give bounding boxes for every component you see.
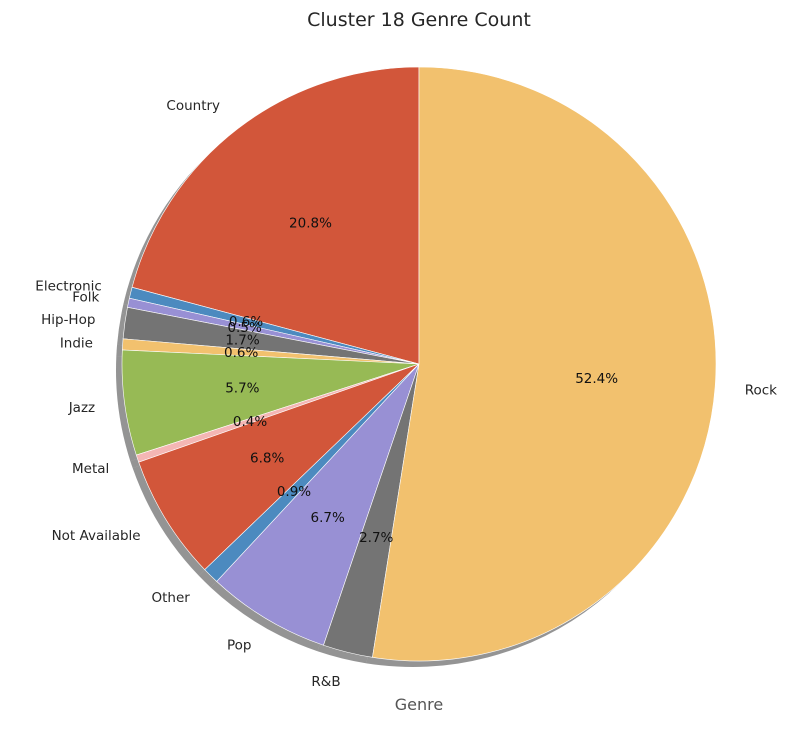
slice-label-electronic: Electronic: [35, 279, 102, 295]
slice-label-country: Country: [166, 98, 220, 114]
slice-label-randb: R&B: [311, 674, 340, 690]
slice-pop: [216, 363, 420, 646]
slice-pct-indie: 0.6%: [224, 345, 258, 361]
slice-not-available: [138, 363, 420, 571]
slice-country: [131, 66, 420, 365]
slice-pct-pop: 6.7%: [310, 510, 344, 526]
slice-pct-country: 20.8%: [289, 216, 332, 232]
slice-label-jazz: Jazz: [68, 400, 95, 416]
slice-pct-other: 0.9%: [277, 484, 311, 500]
slice-rock: [372, 66, 717, 662]
slice-label-hip-hop: Hip-Hop: [41, 312, 95, 328]
slice-pct-jazz: 5.7%: [225, 380, 259, 396]
x-axis-label: Genre: [395, 695, 443, 714]
slice-pct-rock: 52.4%: [575, 371, 618, 387]
pie-slices: [121, 66, 717, 662]
slice-label-metal: Metal: [72, 461, 109, 477]
slice-label-other: Other: [151, 590, 190, 606]
slice-label-indie: Indie: [60, 335, 93, 351]
slice-label-folk: Folk: [72, 290, 99, 306]
slice-label-pop: Pop: [227, 638, 252, 654]
chart-title: Cluster 18 Genre Count: [307, 9, 531, 31]
slice-pct-not-available: 6.8%: [250, 450, 284, 466]
slice-label-rock: Rock: [745, 383, 777, 399]
pie-labels: Country 20.8% Electronic 0.6% Folk 0.5% Hip-Ho…: [35, 98, 777, 690]
slice-pct-folk: 0.5%: [227, 320, 261, 336]
slice-label-not-available: Not Available: [52, 528, 141, 544]
slice-pct-electronic: 0.6%: [229, 314, 263, 330]
slice-pct-hip-hop: 1.7%: [225, 332, 259, 348]
slice-pct-metal: 0.4%: [233, 414, 267, 430]
slice-pct-randb: 2.7%: [359, 530, 393, 546]
